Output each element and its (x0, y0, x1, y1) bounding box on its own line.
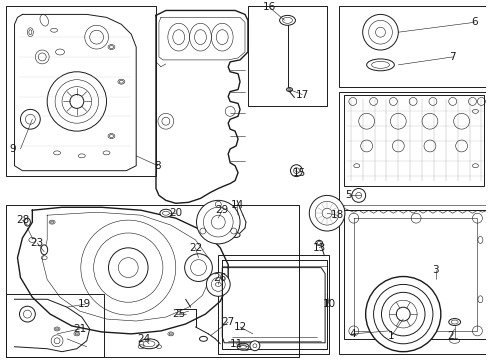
Circle shape (206, 273, 230, 296)
Text: 16: 16 (263, 3, 276, 13)
Text: 28: 28 (16, 215, 29, 225)
Ellipse shape (160, 209, 171, 217)
Text: 9: 9 (9, 144, 16, 154)
Ellipse shape (24, 218, 30, 226)
Text: 23: 23 (31, 238, 44, 248)
Text: 1: 1 (387, 331, 394, 341)
Circle shape (249, 341, 259, 351)
Circle shape (184, 254, 212, 282)
Circle shape (308, 195, 344, 231)
Text: 3: 3 (432, 265, 438, 275)
Bar (218, 255, 328, 354)
Circle shape (365, 276, 440, 352)
Ellipse shape (366, 59, 393, 71)
Circle shape (351, 189, 365, 202)
Circle shape (20, 109, 40, 129)
Ellipse shape (448, 319, 460, 325)
Bar (338, 91, 486, 354)
Bar (6, 294, 103, 357)
Text: 6: 6 (470, 17, 477, 27)
Circle shape (196, 201, 240, 244)
Bar (6, 205, 299, 357)
Ellipse shape (41, 245, 47, 255)
Text: 14: 14 (230, 200, 243, 210)
Text: 17: 17 (295, 90, 308, 99)
Text: 20: 20 (169, 208, 182, 218)
Text: 8: 8 (154, 161, 161, 171)
Ellipse shape (286, 87, 292, 91)
Text: 24: 24 (137, 334, 150, 344)
Bar (6, 5, 156, 176)
Text: 2: 2 (447, 331, 453, 341)
Ellipse shape (279, 15, 295, 25)
Text: 5: 5 (345, 190, 351, 201)
Text: 18: 18 (330, 210, 343, 220)
Text: 11: 11 (229, 339, 242, 349)
Text: 26: 26 (213, 273, 226, 283)
Bar (247, 5, 326, 107)
Circle shape (290, 165, 302, 177)
Ellipse shape (237, 343, 248, 350)
Text: 4: 4 (349, 329, 355, 339)
Text: 27: 27 (221, 317, 234, 327)
Ellipse shape (232, 233, 240, 238)
Text: 7: 7 (448, 52, 455, 62)
Text: 21: 21 (73, 324, 86, 334)
Circle shape (20, 306, 35, 322)
Ellipse shape (139, 339, 159, 349)
Text: 10: 10 (322, 299, 335, 309)
Text: 25: 25 (172, 309, 185, 319)
Text: 15: 15 (292, 168, 305, 178)
Circle shape (362, 14, 398, 50)
Text: 29: 29 (215, 205, 228, 215)
Ellipse shape (315, 240, 322, 246)
Text: 13: 13 (312, 243, 325, 253)
Bar (343, 95, 483, 185)
Text: 12: 12 (233, 322, 246, 332)
Ellipse shape (199, 336, 207, 341)
Text: 22: 22 (188, 243, 202, 253)
Bar (338, 5, 486, 87)
Text: 19: 19 (78, 299, 91, 309)
